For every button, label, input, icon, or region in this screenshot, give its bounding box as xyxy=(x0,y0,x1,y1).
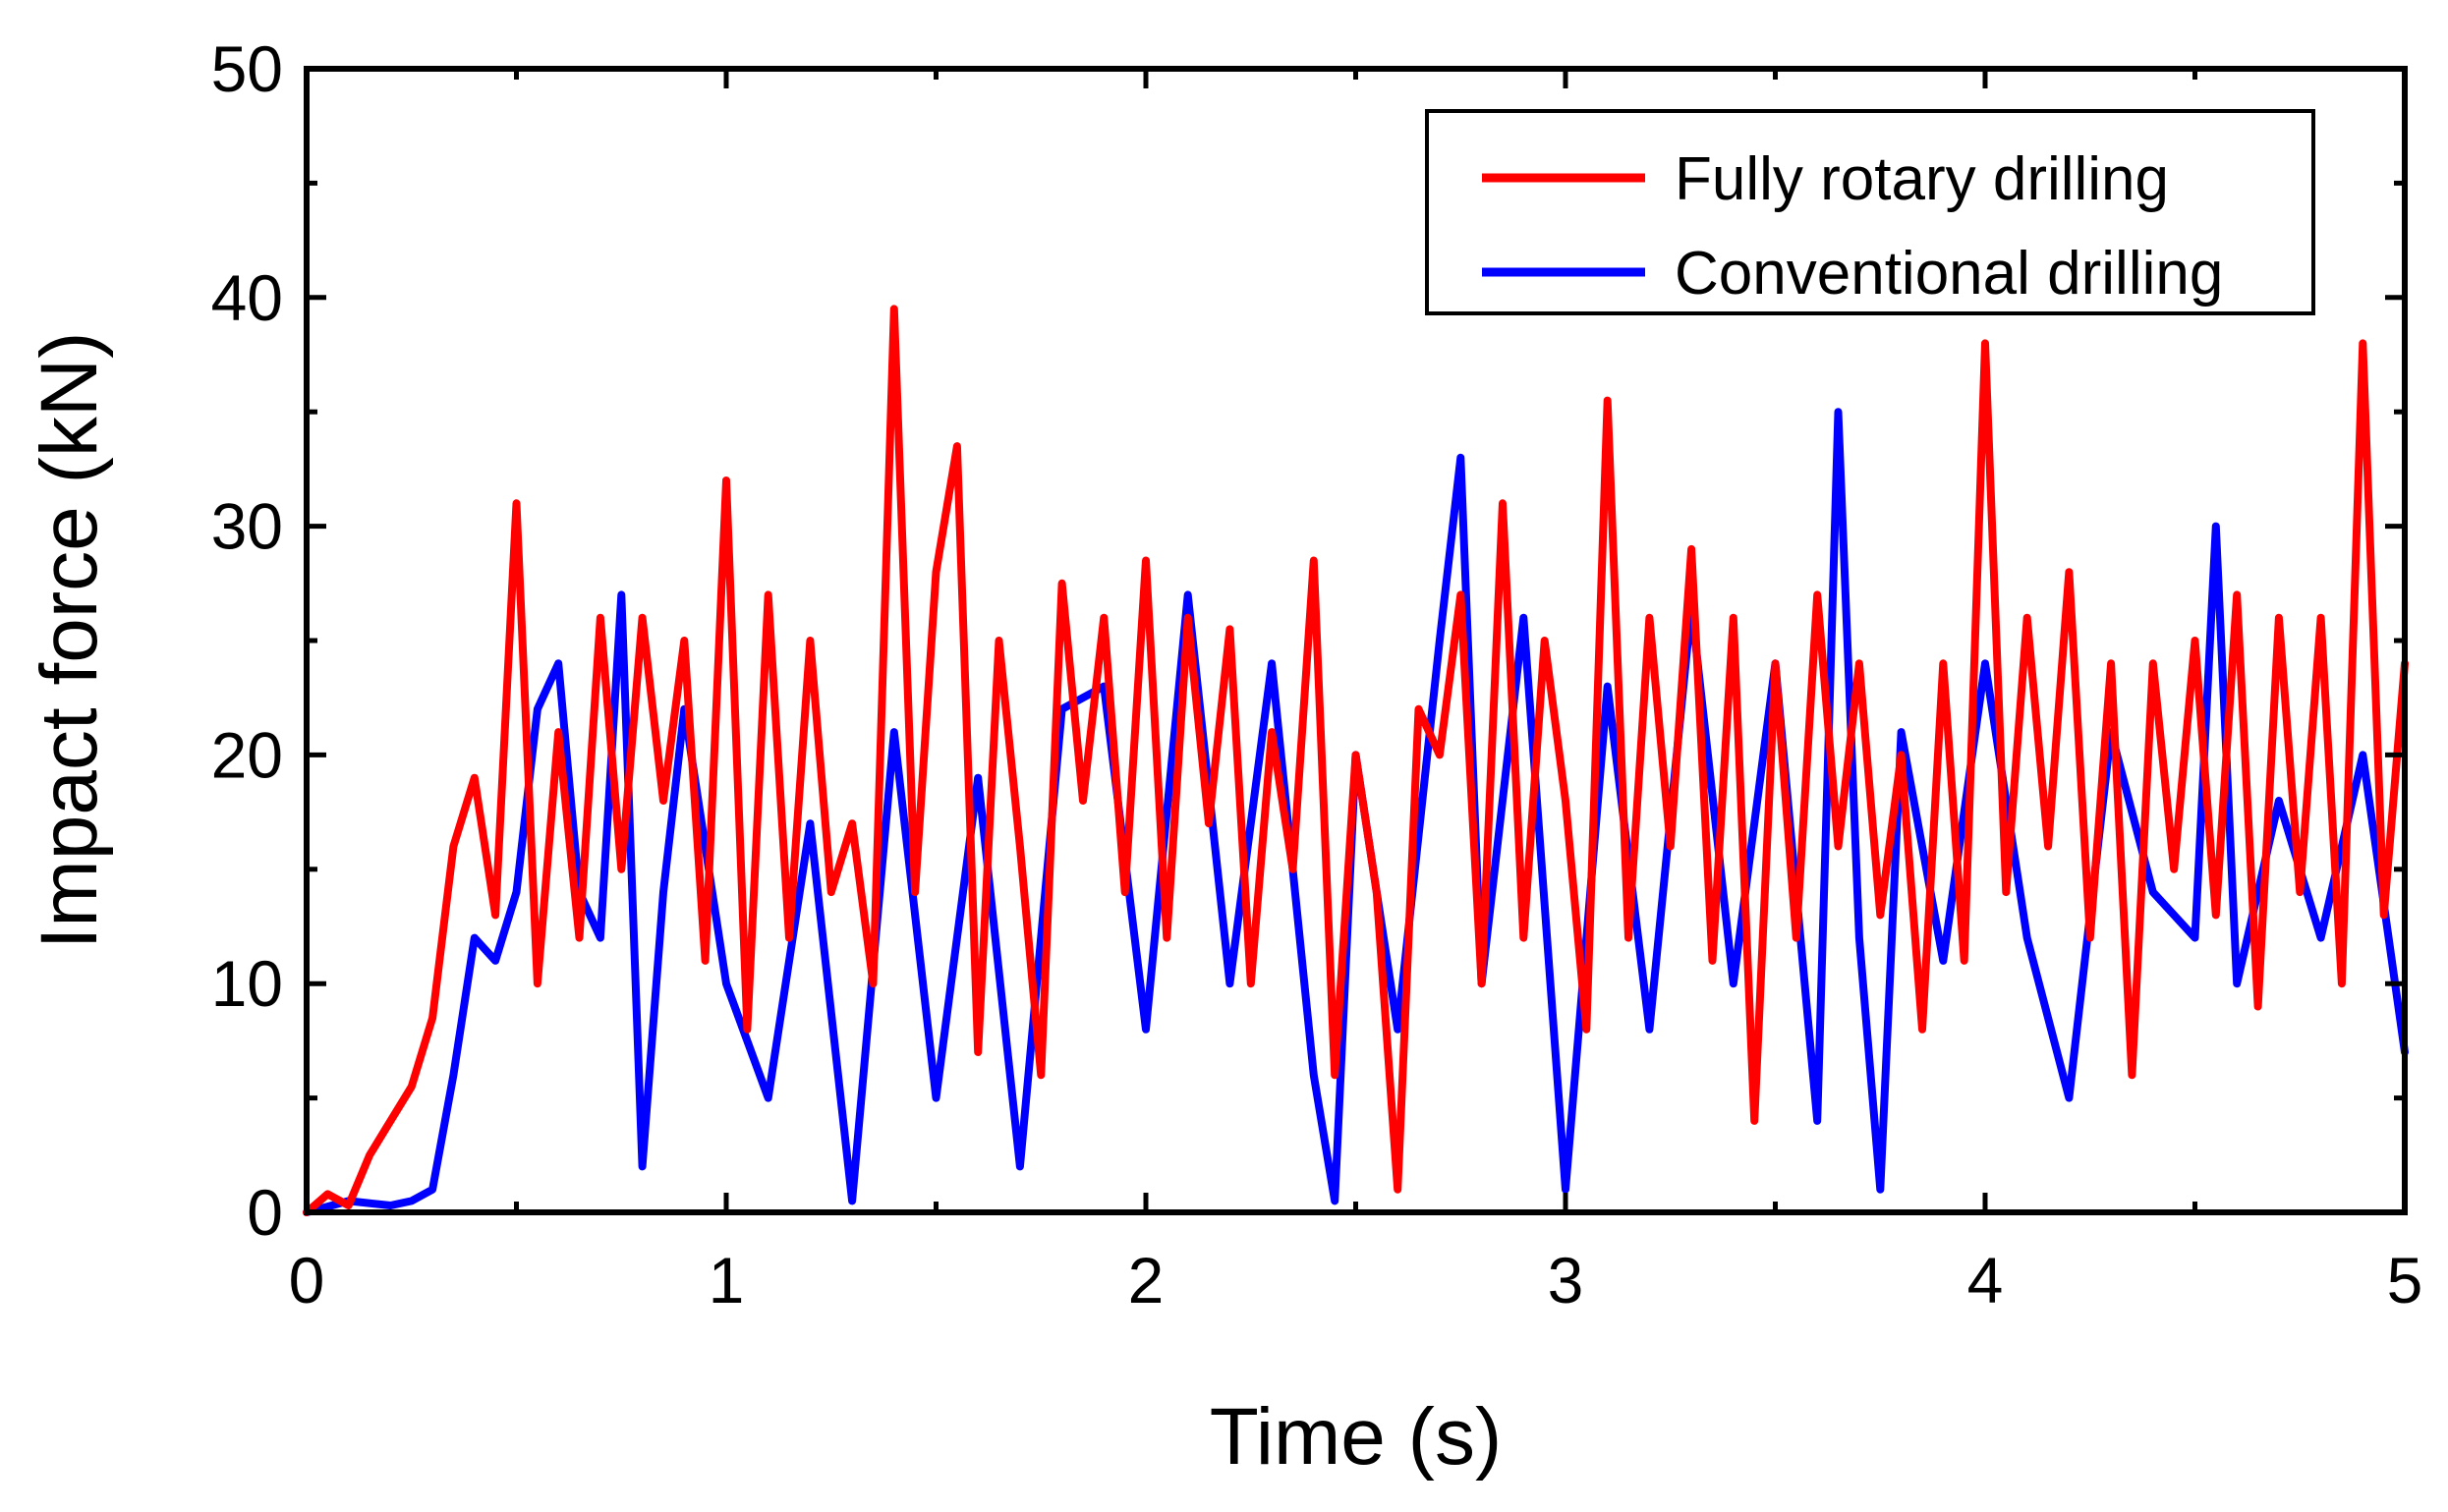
series-layer xyxy=(303,305,2409,1216)
y-tick-label: 20 xyxy=(211,718,283,791)
legend: Fully rotary drilling Conventional drill… xyxy=(1425,109,2315,315)
x-axis-title: Time (s) xyxy=(1210,1392,1503,1482)
y-tick-label: 10 xyxy=(211,947,283,1020)
x-tick-label: 0 xyxy=(289,1244,325,1316)
x-tick-label: 5 xyxy=(2387,1244,2423,1316)
y-tick-label: 40 xyxy=(211,261,283,334)
y-tick-label: 0 xyxy=(247,1176,283,1249)
y-axis-title: Impact force (kN) xyxy=(25,332,114,950)
legend-box xyxy=(1425,109,2315,315)
x-tick-label: 4 xyxy=(1967,1244,2004,1316)
x-tick-label: 2 xyxy=(1128,1244,1165,1316)
legend-label-conventional: Conventional drilling xyxy=(1675,240,2223,308)
x-tick-label: 1 xyxy=(709,1244,745,1316)
y-tick-label: 50 xyxy=(211,32,283,105)
x-tick-label: 3 xyxy=(1548,1244,1584,1316)
y-tick-label: 30 xyxy=(211,490,283,563)
legend-label-fully-rotary: Fully rotary drilling xyxy=(1675,145,2169,213)
